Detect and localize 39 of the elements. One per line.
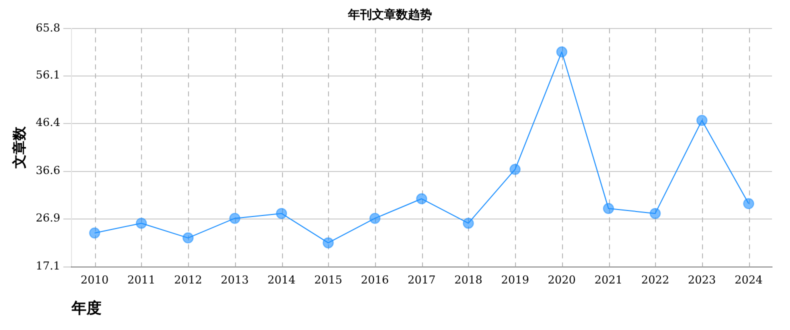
point xyxy=(136,218,147,229)
point xyxy=(229,212,240,224)
x-tick-label: 2023 xyxy=(688,273,716,286)
point xyxy=(89,228,100,239)
y-tick-label: 46.4 xyxy=(36,116,60,130)
point xyxy=(276,208,288,219)
y-tick-label: 65.8 xyxy=(36,21,60,34)
x-tick-label: 2013 xyxy=(220,273,249,286)
x-tick-label: 2012 xyxy=(174,273,202,286)
y-tick-label: 26.9 xyxy=(36,212,60,225)
x-tick-label: 2018 xyxy=(454,273,482,286)
x-tick-label: 2022 xyxy=(641,273,670,286)
x-tick-label: 2020 xyxy=(548,273,576,286)
point xyxy=(462,218,474,229)
point xyxy=(556,46,568,58)
y-tick-label: 17.1 xyxy=(36,260,60,273)
x-tick-label: 2010 xyxy=(80,273,109,286)
point xyxy=(603,203,614,214)
point xyxy=(416,193,428,204)
point xyxy=(743,198,754,210)
x-tick-label: 2024 xyxy=(734,273,763,286)
point xyxy=(182,232,194,244)
x-axis-title: 年度 xyxy=(70,298,102,317)
x-tick-label: 2015 xyxy=(314,273,342,286)
chart-title: 年刊文章数趋势 xyxy=(347,7,432,22)
y-tick-label: 56.1 xyxy=(36,68,60,82)
point xyxy=(510,164,521,175)
x-tick-label: 2019 xyxy=(501,273,530,286)
y-tick-label: 36.6 xyxy=(36,164,60,178)
point xyxy=(650,208,661,219)
x-tick-label: 2016 xyxy=(360,273,389,286)
x-tick-label: 2014 xyxy=(268,273,296,286)
point xyxy=(696,114,708,126)
x-tick-label: 2017 xyxy=(408,273,436,286)
y-axis-title: 文章数 xyxy=(11,126,28,170)
x-tick-label: 2021 xyxy=(594,273,622,286)
x-tick-label: 2011 xyxy=(127,273,156,286)
point xyxy=(322,237,334,248)
point xyxy=(369,212,380,224)
